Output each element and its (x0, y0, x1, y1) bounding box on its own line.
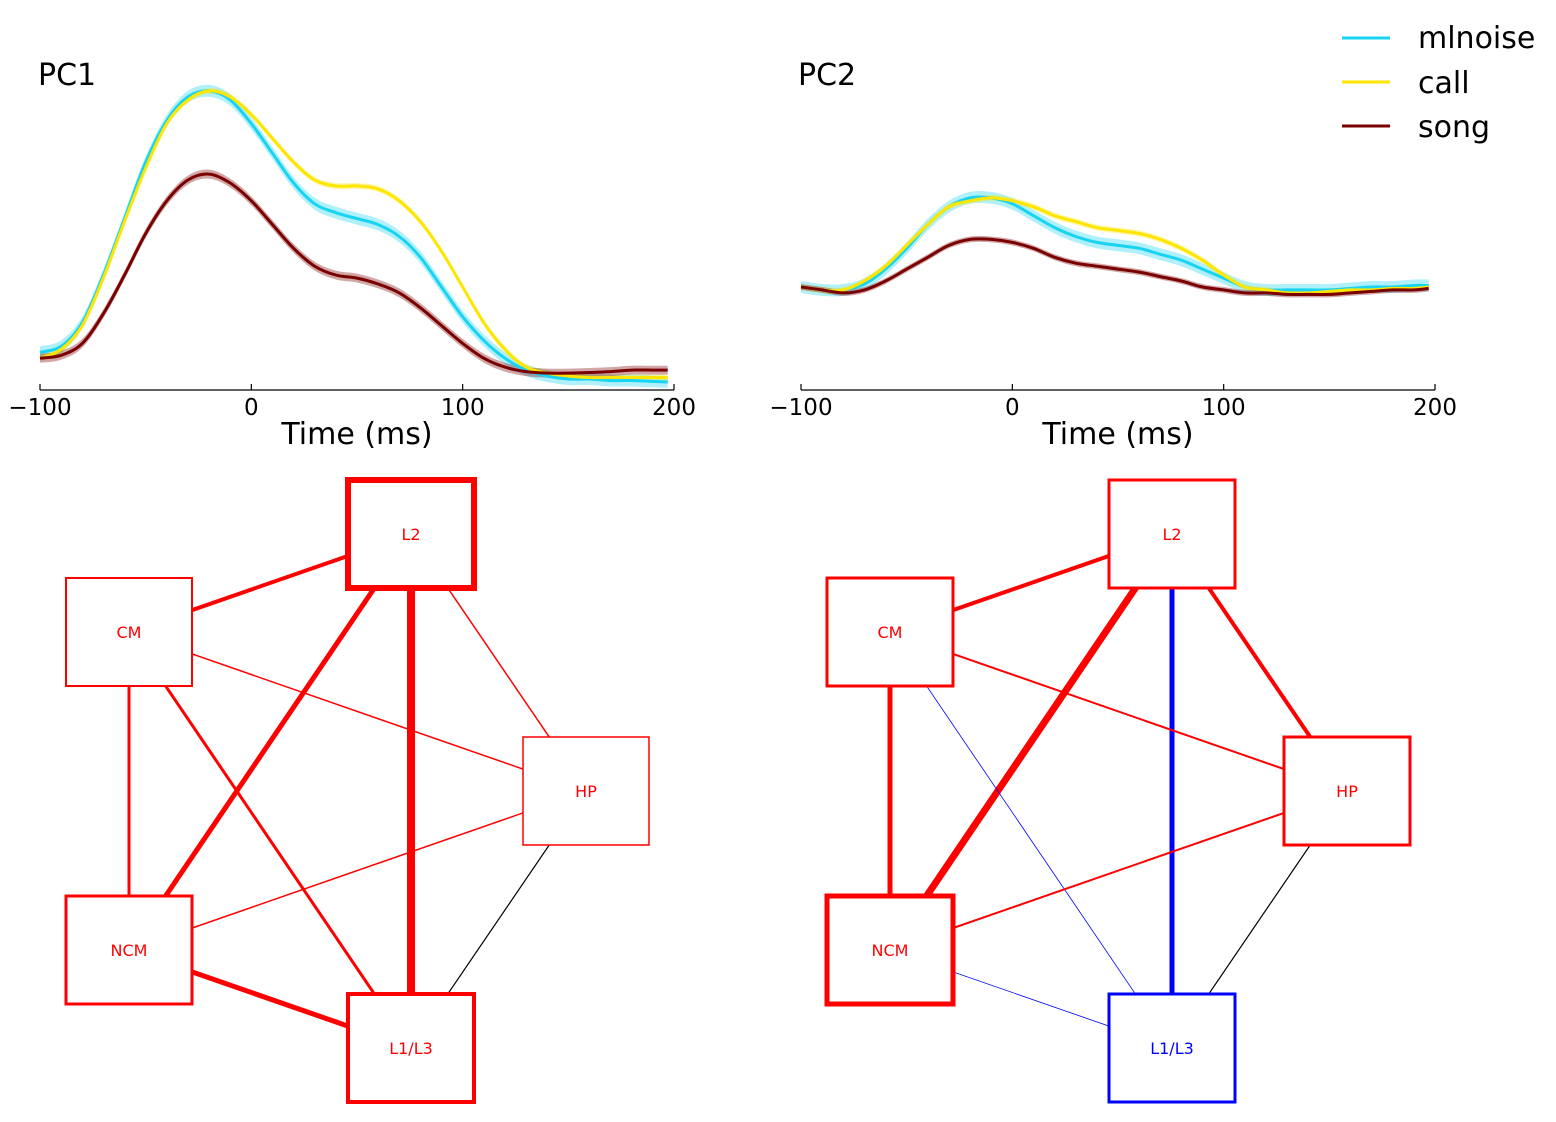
legend-label-call: call (1418, 66, 1470, 101)
node-hp: HP (1282, 735, 1412, 847)
pc2-band-song (801, 235, 1429, 298)
legend: mlnoise call song (1342, 21, 1535, 145)
edge-cm-l1l3 (127, 631, 413, 1049)
pc2-xtick-label: −100 (769, 395, 832, 421)
node-l2: L2 (345, 477, 477, 591)
legend-entry-mlnoise: mlnoise (1342, 21, 1535, 56)
legend-entry-call: call (1342, 66, 1470, 101)
node-label-ncm: NCM (111, 941, 148, 960)
node-box-cm (65, 577, 193, 687)
pc1-band-mlnoise (40, 84, 668, 388)
network-right: L2 CM HP NCM L1/L3 (824, 478, 1412, 1104)
pc1-line-song (39, 172, 668, 375)
edge-cm-hp (889, 631, 1348, 792)
pc2-title: PC2 (798, 58, 856, 93)
node-label-l2: L2 (1162, 525, 1181, 544)
pc2-xtick-label: 0 (1005, 395, 1020, 421)
node-box-l2 (1107, 478, 1237, 590)
legend-entry-song: song (1342, 110, 1490, 145)
pc2-panel: PC2 −100 0 100 200 Time (ms) (769, 58, 1457, 452)
node-label-hp: HP (1336, 782, 1358, 801)
pc1-xtick-label: 100 (441, 395, 485, 421)
node-cm: CM (825, 576, 955, 688)
pc1-xtick-label: 0 (244, 395, 259, 421)
node-label-l1l3: L1/L3 (389, 1039, 433, 1058)
node-cm: CM (65, 577, 193, 687)
node-box-l1l3 (346, 992, 476, 1104)
pc1-title: PC1 (38, 58, 96, 93)
node-l1l3: L1/L3 (346, 992, 476, 1104)
node-ncm: NCM (824, 893, 956, 1007)
node-box-l1l3 (1107, 992, 1237, 1104)
pc1-xtick-label: −100 (8, 395, 71, 421)
legend-label-song: song (1418, 110, 1490, 145)
pc1-xlabel: Time (ms) (280, 417, 432, 452)
node-label-cm: CM (117, 623, 142, 642)
pc1-line-mlnoise (39, 89, 668, 384)
network-left: L2 CM HP NCM L1/L3 (64, 477, 650, 1104)
edge-ncm-hp (128, 790, 587, 951)
node-label-hp: HP (575, 782, 597, 801)
pc2-xtick-label: 200 (1413, 395, 1457, 421)
node-ncm: NCM (64, 894, 194, 1006)
edge-ncm-hp (889, 790, 1348, 951)
pc1-band-call (40, 87, 668, 381)
node-label-ncm: NCM (872, 941, 909, 960)
pc2-xlabel: Time (ms) (1041, 417, 1193, 452)
edge-l2-ncm (887, 532, 1175, 952)
node-label-l1l3: L1/L3 (1150, 1039, 1194, 1058)
pc1-xtick-label: 200 (652, 395, 696, 421)
node-label-l2: L2 (401, 525, 420, 544)
pc1-panel: PC1 −100 0 100 200 Time (ms) (8, 58, 696, 452)
edge-l2-ncm (126, 532, 414, 952)
edge-cm-hp (128, 631, 587, 792)
node-box-hp (1282, 735, 1412, 847)
pc1-band-song (40, 169, 668, 378)
legend-label-mlnoise: mlnoise (1418, 21, 1535, 56)
node-box-hp (522, 736, 650, 846)
pc1-line-call (39, 89, 668, 380)
node-l2: L2 (1107, 478, 1237, 590)
node-box-ncm (824, 893, 956, 1007)
pc2-line-song (800, 237, 1429, 296)
node-box-l2 (345, 477, 477, 591)
pc2-line-call (800, 196, 1429, 295)
node-box-ncm (64, 894, 194, 1006)
node-hp: HP (522, 736, 650, 846)
pc2-xtick-label: 100 (1202, 395, 1246, 421)
node-box-cm (825, 576, 955, 688)
node-l1l3: L1/L3 (1107, 992, 1237, 1104)
node-label-cm: CM (878, 623, 903, 642)
edge-cm-l1l3 (889, 631, 1173, 1049)
